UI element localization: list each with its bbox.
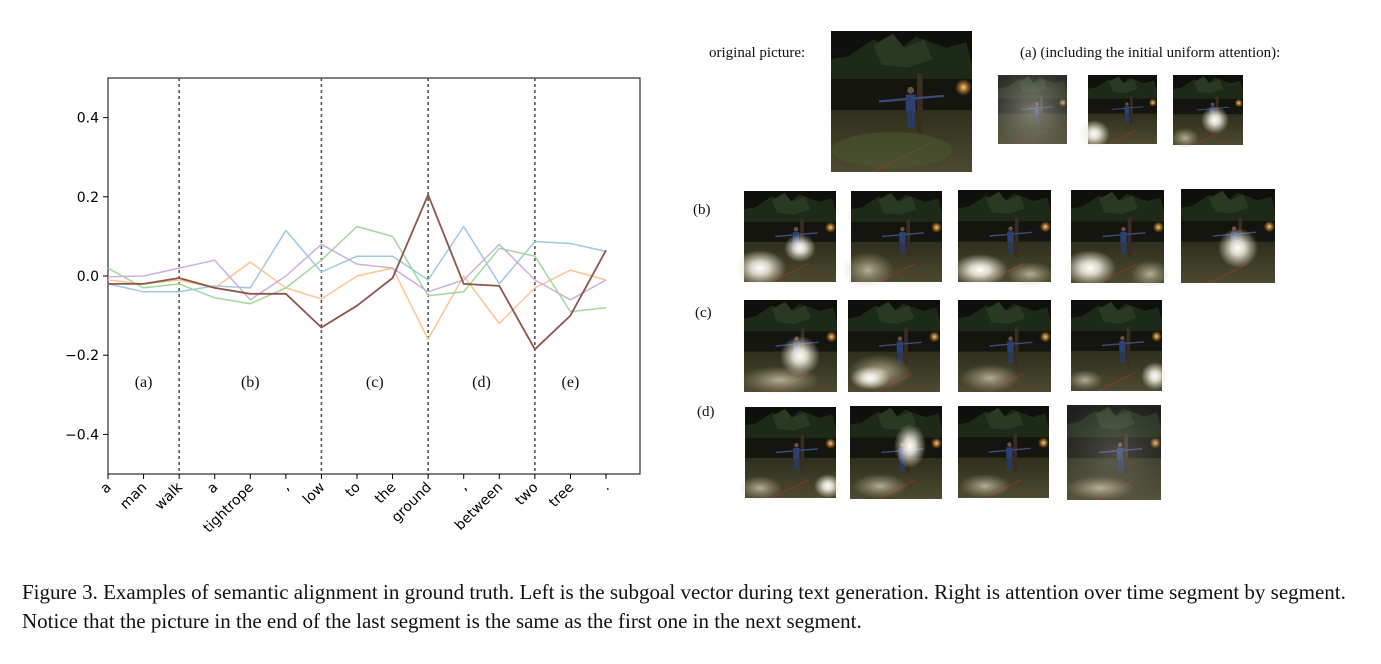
attention-frame-c1	[740, 300, 837, 394]
series-line-3	[107, 225, 607, 313]
attention-panel: original picture: (a) (including the ini…	[693, 31, 1280, 500]
x-tick-label: ,	[278, 480, 292, 494]
segment-dividers	[178, 78, 536, 474]
series-line-5	[108, 193, 607, 351]
x-tick-label: a	[204, 480, 221, 497]
series-line-1	[107, 225, 607, 293]
segment-label: (b)	[241, 374, 260, 391]
x-tick-label: .	[598, 480, 612, 494]
series-line-4	[107, 243, 607, 301]
series-layer	[107, 193, 607, 351]
attention-frame-b4	[1064, 190, 1170, 288]
row-d-label: (d)	[697, 404, 715, 420]
attention-frame-b3	[952, 190, 1054, 286]
attention-frame-b2	[842, 191, 942, 288]
attention-frame-a3	[1171, 75, 1243, 148]
attention-frame-d4	[1066, 405, 1161, 500]
x-tick-label: the	[372, 480, 400, 508]
x-tick-label: to	[343, 480, 364, 501]
attention-frame-a2	[1078, 75, 1157, 148]
x-tick-label: two	[512, 480, 541, 509]
x-tick-label: a	[97, 480, 114, 497]
attention-frame-d2	[850, 406, 942, 499]
x-tick-label: man	[117, 480, 150, 513]
y-tick-label: 0.0	[77, 269, 99, 285]
x-tick-label: tree	[546, 480, 577, 511]
segment-label: (a)	[135, 374, 153, 391]
segment-label: (d)	[472, 374, 491, 391]
y-tick-label: −0.4	[65, 427, 99, 443]
segment-label: (e)	[562, 374, 580, 391]
y-tick-label: 0.4	[77, 111, 99, 127]
attention-frame-c4	[1067, 300, 1169, 391]
y-axis: 0.4 0.2 0.0 −0.2 −0.4	[65, 111, 108, 443]
original-picture	[831, 31, 972, 172]
row-b-label: (b)	[693, 202, 711, 218]
figure-caption: Figure 3. Examples of semantic alignment…	[22, 580, 1346, 633]
attention-frame-d3	[958, 406, 1049, 498]
segment-label: (c)	[366, 374, 384, 391]
attention-frame-d1	[738, 407, 842, 500]
series-line-2	[107, 261, 607, 341]
row-a-label: (a) (including the initial uniform atten…	[1020, 45, 1280, 61]
attention-frame-c2	[848, 300, 940, 392]
x-tick-label: ,	[456, 480, 470, 494]
attention-frame-b5	[1181, 189, 1275, 283]
x-tick-label: low	[300, 480, 328, 508]
y-tick-label: −0.2	[65, 348, 99, 364]
attention-frame-c3	[958, 300, 1051, 392]
original-picture-label: original picture:	[709, 45, 805, 61]
segment-labels: (a) (b) (c) (d) (e)	[135, 374, 580, 391]
y-tick-label: 0.2	[77, 190, 99, 206]
row-c-label: (c)	[695, 305, 712, 321]
attention-frame-a1	[998, 75, 1067, 144]
x-tick-label: walk	[152, 479, 187, 514]
attention-frame-b1	[734, 191, 836, 286]
x-tick-label: ground	[389, 480, 435, 526]
